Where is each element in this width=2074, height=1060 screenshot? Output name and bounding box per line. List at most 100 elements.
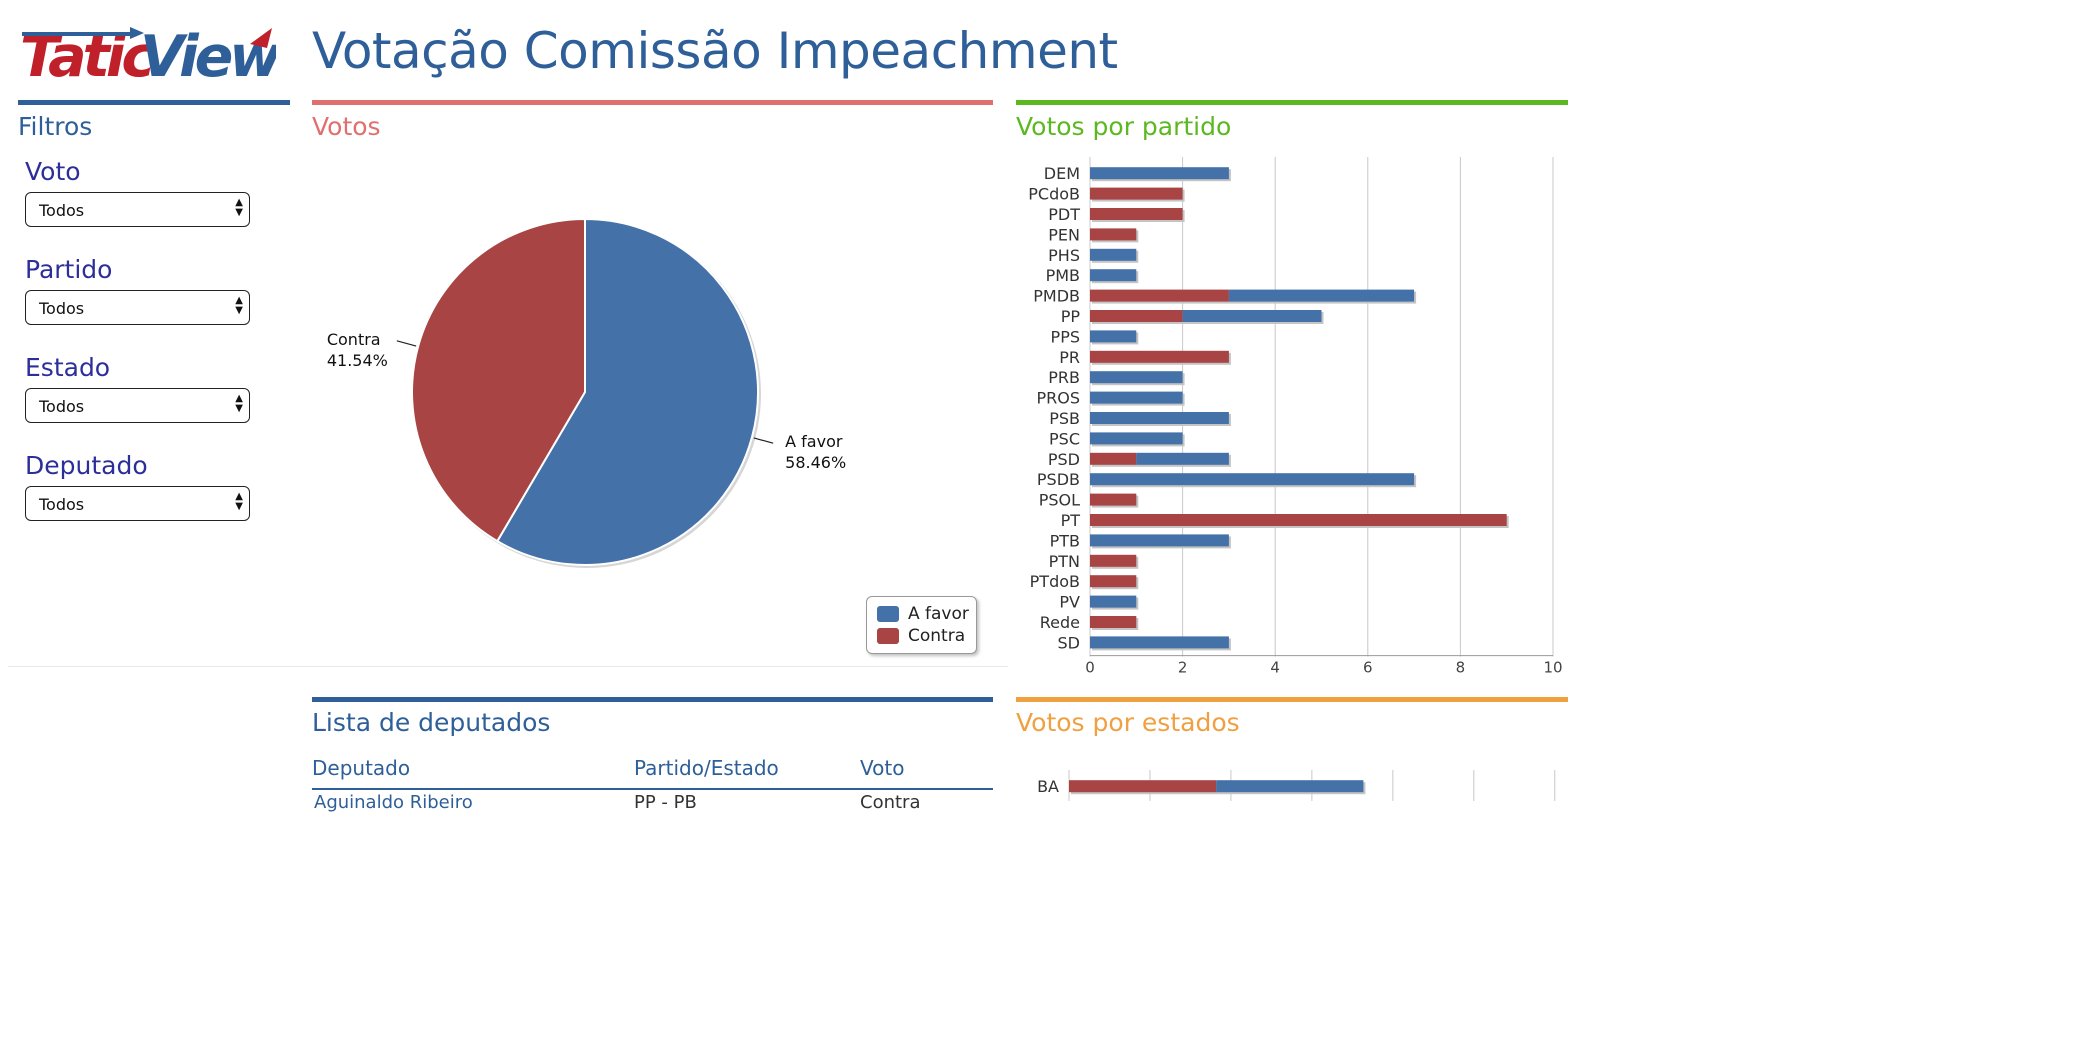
bar-a-favor[interactable] bbox=[1090, 412, 1229, 424]
votos-por-partido-chart: DEMPCdoBPDTPENPHSPMBPMDBPPPPSPRPRBPROSPS… bbox=[1028, 157, 1563, 677]
cell-voto: Contra bbox=[860, 792, 921, 813]
votos-title: Votos bbox=[312, 112, 381, 141]
category-label: PMB bbox=[1046, 266, 1080, 285]
bar-a-favor[interactable] bbox=[1090, 167, 1229, 180]
logo-arrow-icon bbox=[22, 27, 144, 39]
bar-a-favor[interactable] bbox=[1090, 432, 1183, 445]
pie-slice-contra[interactable] bbox=[411, 217, 586, 543]
x-tick-label: 10 bbox=[1543, 659, 1562, 677]
pie-label-name: A favor bbox=[785, 432, 843, 451]
bar-contra[interactable] bbox=[1090, 350, 1229, 363]
estados-rule bbox=[1016, 697, 1568, 702]
filter-partido-select[interactable]: Todos ▲ ▼ bbox=[25, 290, 250, 325]
category-label: PTB bbox=[1050, 531, 1080, 550]
pie-label-percent: 41.54% bbox=[327, 351, 388, 370]
updown-arrows-icon: ▲ ▼ bbox=[235, 491, 243, 512]
cell-deputado[interactable]: Aguinaldo Ribeiro bbox=[314, 792, 473, 813]
bar-a-favor[interactable] bbox=[1090, 636, 1229, 649]
bar-a-favor[interactable] bbox=[1090, 473, 1415, 486]
pie-label-connector bbox=[396, 340, 417, 347]
bar-contra[interactable] bbox=[1090, 575, 1137, 588]
taticview-logo: Tatic View bbox=[20, 16, 286, 90]
category-label: PHS bbox=[1048, 246, 1080, 265]
category-label: PROS bbox=[1036, 389, 1080, 408]
bar-a-favor[interactable] bbox=[1090, 595, 1137, 608]
bar-contra[interactable] bbox=[1090, 554, 1137, 567]
bar-contra[interactable] bbox=[1090, 289, 1229, 302]
bar-contra[interactable] bbox=[1090, 228, 1137, 241]
updown-arrows-icon: ▲ ▼ bbox=[235, 295, 243, 316]
category-label: PMDB bbox=[1033, 287, 1080, 306]
pie-slice-a-favor[interactable] bbox=[495, 217, 759, 566]
category-label: PRB bbox=[1048, 368, 1080, 387]
legend-swatch-contra bbox=[877, 628, 899, 644]
filter-voto-label: Voto bbox=[25, 157, 81, 186]
filter-voto-value: Todos bbox=[39, 201, 85, 220]
category-label: DEM bbox=[1044, 164, 1080, 183]
bar-a-favor[interactable] bbox=[1090, 269, 1137, 282]
bar-a-favor[interactable] bbox=[1228, 289, 1415, 302]
deputados-title: Lista de deputados bbox=[312, 708, 551, 737]
bar-contra[interactable] bbox=[1090, 493, 1137, 506]
table-header-rule bbox=[312, 788, 993, 790]
legend-label-favor: A favor bbox=[908, 604, 969, 624]
logo-triangle-icon bbox=[250, 28, 272, 48]
bar-contra[interactable] bbox=[1090, 616, 1137, 628]
category-label: PP bbox=[1061, 307, 1081, 326]
votos-por-estados-chart: BA bbox=[1037, 770, 1556, 801]
bar-a-favor[interactable] bbox=[1090, 391, 1183, 404]
legend-label-contra: Contra bbox=[908, 626, 966, 646]
table-row[interactable]: Aguinaldo Ribeiro PP - PB Contra bbox=[312, 792, 993, 822]
pie-label-name: Contra bbox=[327, 330, 381, 349]
bar-contra[interactable] bbox=[1090, 514, 1507, 526]
category-label: PPS bbox=[1051, 327, 1080, 346]
filter-deputado-value: Todos bbox=[39, 495, 85, 514]
filter-partido-label: Partido bbox=[25, 255, 113, 284]
filter-voto-select[interactable]: Todos ▲ ▼ bbox=[25, 192, 250, 227]
x-tick-label: 0 bbox=[1085, 659, 1095, 677]
bar-a-favor[interactable] bbox=[1090, 248, 1137, 261]
bar-a-favor[interactable] bbox=[1090, 330, 1137, 343]
cell-partido-estado: PP - PB bbox=[634, 792, 697, 813]
bar-a-favor[interactable] bbox=[1216, 780, 1364, 793]
logo-graphic: Tatic View bbox=[20, 24, 286, 90]
bar-contra[interactable] bbox=[1090, 310, 1183, 322]
category-label: SD bbox=[1058, 633, 1080, 652]
filter-partido-value: Todos bbox=[39, 299, 85, 318]
pie-label-connector bbox=[753, 437, 774, 444]
bar-contra[interactable] bbox=[1090, 452, 1137, 465]
col-header-deputado[interactable]: Deputado bbox=[312, 756, 411, 780]
filter-deputado-select[interactable]: Todos ▲ ▼ bbox=[25, 486, 250, 521]
filtros-rule bbox=[18, 100, 290, 105]
col-header-voto[interactable]: Voto bbox=[860, 756, 905, 780]
bar-contra[interactable] bbox=[1090, 208, 1183, 220]
updown-arrows-icon: ▲ ▼ bbox=[235, 197, 243, 218]
filter-estado-label: Estado bbox=[25, 353, 111, 382]
votos-legend: A favor Contra bbox=[866, 596, 977, 654]
filtros-title: Filtros bbox=[18, 112, 93, 141]
category-label: PSB bbox=[1049, 409, 1080, 428]
votos-rule bbox=[312, 100, 993, 105]
bar-a-favor[interactable] bbox=[1090, 371, 1183, 384]
category-label: PDT bbox=[1048, 205, 1080, 224]
category-label: PCdoB bbox=[1028, 185, 1080, 204]
bar-a-favor[interactable] bbox=[1090, 534, 1229, 547]
bar-a-favor[interactable] bbox=[1136, 452, 1229, 465]
logo-text-view: View bbox=[140, 24, 276, 86]
bar-a-favor[interactable] bbox=[1182, 310, 1322, 322]
category-label: PT bbox=[1061, 511, 1081, 530]
bar-contra[interactable] bbox=[1090, 187, 1183, 200]
filter-estado-select[interactable]: Todos ▲ ▼ bbox=[25, 388, 250, 423]
partido-title: Votos por partido bbox=[1016, 112, 1232, 141]
category-label: PEN bbox=[1048, 225, 1080, 244]
x-tick-label: 2 bbox=[1178, 659, 1188, 677]
x-tick-label: 6 bbox=[1363, 659, 1373, 677]
x-tick-label: 8 bbox=[1456, 659, 1466, 677]
category-label: PTdoB bbox=[1030, 572, 1080, 591]
legend-swatch-favor bbox=[877, 606, 899, 622]
deputados-rule bbox=[312, 697, 993, 702]
col-header-partido-estado[interactable]: Partido/Estado bbox=[634, 756, 779, 780]
category-label: PTN bbox=[1049, 552, 1080, 571]
votos-pie-chart: A favor 58.46% Contra 41.54% bbox=[327, 217, 846, 568]
bar-contra[interactable] bbox=[1069, 780, 1217, 793]
